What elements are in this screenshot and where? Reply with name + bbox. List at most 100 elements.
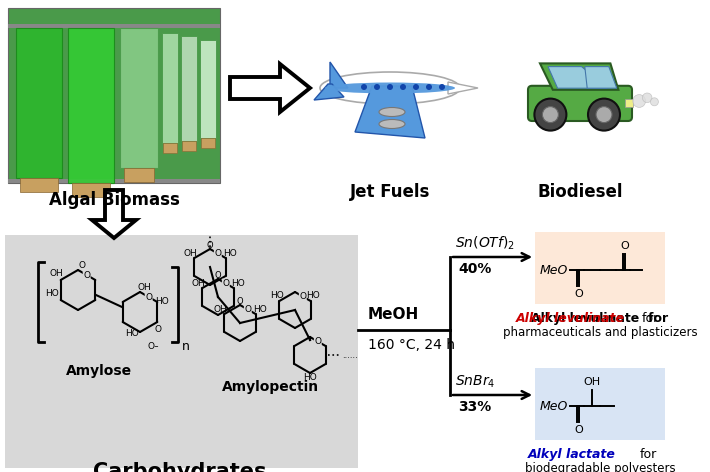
Bar <box>625 100 633 108</box>
Text: O–: O– <box>148 342 160 351</box>
Text: Jet Fuels: Jet Fuels <box>350 183 430 201</box>
Bar <box>182 141 196 151</box>
Circle shape <box>439 84 445 90</box>
Text: for: for <box>640 448 657 461</box>
Text: O: O <box>207 241 213 250</box>
Polygon shape <box>355 86 425 138</box>
Text: HO: HO <box>125 329 139 338</box>
Bar <box>8 179 220 183</box>
Text: biodegradable polyesters: biodegradable polyesters <box>525 462 675 472</box>
Text: OH: OH <box>183 248 197 258</box>
Bar <box>72 183 110 197</box>
Text: HO: HO <box>253 304 267 313</box>
Text: Carbohydrates: Carbohydrates <box>93 462 267 472</box>
Text: HO: HO <box>306 292 320 301</box>
Text: MeOH: MeOH <box>368 307 419 322</box>
Polygon shape <box>585 67 617 88</box>
Text: 40%: 40% <box>458 262 491 276</box>
Text: Alkyl levulinate  for: Alkyl levulinate for <box>532 312 669 325</box>
Text: for: for <box>642 312 660 325</box>
Circle shape <box>413 84 419 90</box>
Circle shape <box>535 99 567 131</box>
Circle shape <box>400 84 406 90</box>
Text: ......: ...... <box>342 351 358 360</box>
Bar <box>120 28 158 168</box>
Circle shape <box>542 107 558 123</box>
Text: O: O <box>214 270 222 279</box>
Bar <box>163 143 177 153</box>
Text: O: O <box>574 289 584 299</box>
Text: MeO: MeO <box>540 399 569 413</box>
Bar <box>201 138 215 148</box>
Text: Biodiesel: Biodiesel <box>537 183 623 201</box>
Text: O: O <box>145 293 152 302</box>
Bar <box>535 368 665 440</box>
Circle shape <box>596 107 612 123</box>
Text: O: O <box>621 241 629 251</box>
Circle shape <box>643 93 652 102</box>
Text: O: O <box>79 261 85 270</box>
Polygon shape <box>230 64 310 112</box>
Bar <box>20 178 58 192</box>
Text: 160 °C, 24 h: 160 °C, 24 h <box>368 338 455 352</box>
Polygon shape <box>92 190 136 238</box>
Circle shape <box>374 84 380 90</box>
Bar <box>124 168 154 182</box>
Ellipse shape <box>379 119 405 128</box>
Text: OH: OH <box>137 284 151 293</box>
Text: OH: OH <box>49 270 63 278</box>
Bar <box>16 28 62 178</box>
Polygon shape <box>330 62 348 88</box>
Bar <box>535 232 665 304</box>
Text: HO: HO <box>45 289 59 298</box>
Text: HO: HO <box>223 248 237 258</box>
Bar <box>181 36 197 141</box>
Circle shape <box>387 84 393 90</box>
Polygon shape <box>314 84 344 100</box>
Ellipse shape <box>379 108 405 117</box>
Circle shape <box>361 84 367 90</box>
Text: HO: HO <box>155 297 169 306</box>
Text: $\mathit{SnBr_4}$: $\mathit{SnBr_4}$ <box>455 374 496 390</box>
Text: O: O <box>222 279 229 288</box>
Circle shape <box>650 98 658 106</box>
Text: Amylopectin: Amylopectin <box>222 380 319 394</box>
Text: 33%: 33% <box>458 400 491 414</box>
Text: HO: HO <box>270 292 284 301</box>
Text: HO: HO <box>303 372 317 381</box>
Text: O: O <box>83 270 90 279</box>
Circle shape <box>426 84 432 90</box>
Polygon shape <box>448 82 478 94</box>
Text: O: O <box>155 326 161 335</box>
Text: Alkyl levulinate: Alkyl levulinate <box>515 312 625 325</box>
Polygon shape <box>548 67 607 88</box>
Bar <box>162 33 178 143</box>
Bar <box>200 40 216 138</box>
Text: O: O <box>236 296 244 305</box>
Text: $\mathit{Sn(OTf)_2}$: $\mathit{Sn(OTf)_2}$ <box>455 235 515 252</box>
Circle shape <box>633 94 645 108</box>
Bar <box>5 235 358 468</box>
Bar <box>8 24 220 28</box>
Polygon shape <box>540 63 618 90</box>
Text: O: O <box>315 337 322 346</box>
Text: HO: HO <box>231 278 245 287</box>
FancyBboxPatch shape <box>528 86 632 121</box>
Ellipse shape <box>320 72 460 104</box>
Bar <box>8 8 220 183</box>
Text: OH: OH <box>191 278 205 287</box>
Bar <box>68 28 114 183</box>
Text: Algal Biomass: Algal Biomass <box>48 191 180 209</box>
Text: O: O <box>244 305 251 314</box>
Text: O: O <box>300 292 306 301</box>
Ellipse shape <box>325 83 455 93</box>
Text: Amylose: Amylose <box>66 364 132 378</box>
Text: O: O <box>574 425 584 435</box>
Circle shape <box>588 99 620 131</box>
Text: OH: OH <box>213 304 227 313</box>
Text: pharmaceuticals and plasticizers: pharmaceuticals and plasticizers <box>503 326 697 339</box>
Text: OH: OH <box>584 377 601 387</box>
Text: Alkyl lactate: Alkyl lactate <box>528 448 616 461</box>
Text: n: n <box>182 340 190 353</box>
Text: O: O <box>214 249 222 258</box>
